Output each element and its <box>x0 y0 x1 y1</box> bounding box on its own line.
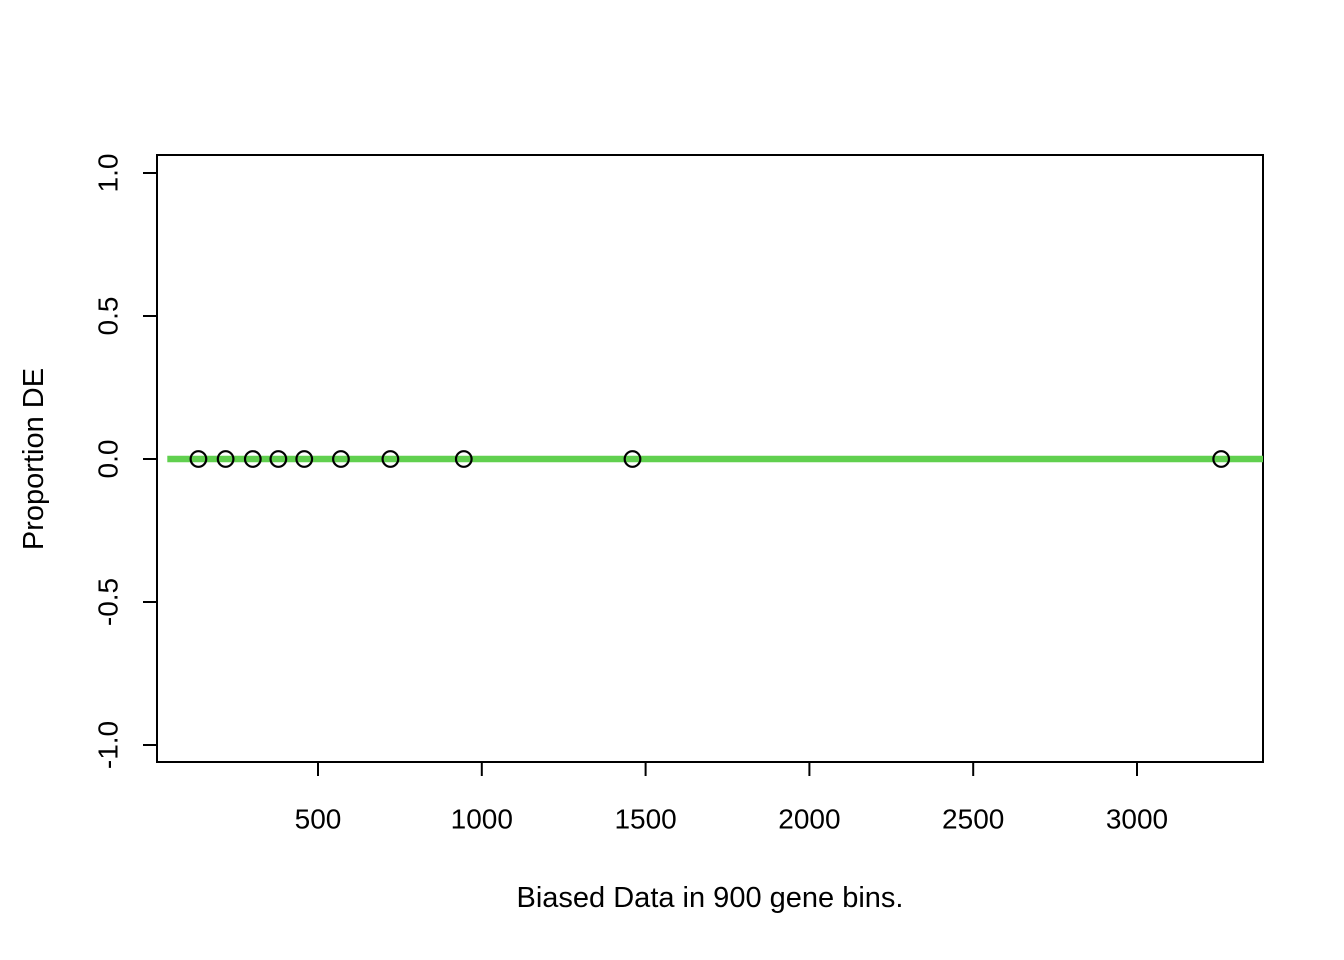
x-tick-label: 3000 <box>1106 804 1168 835</box>
x-tick-label: 2000 <box>778 804 840 835</box>
data-point <box>295 450 314 468</box>
y-tick-label: -0.5 <box>93 578 124 626</box>
x-axis: 500 1000 1500 2000 2500 3000 <box>295 762 1168 835</box>
y-tick-label: -1.0 <box>93 721 124 769</box>
x-tick-label: 1000 <box>451 804 513 835</box>
data-points <box>189 450 1231 468</box>
y-axis: 1.0 0.5 0.0 -0.5 -1.0 <box>93 154 157 769</box>
data-point <box>381 450 400 468</box>
data-point <box>623 450 642 468</box>
data-point <box>454 450 473 468</box>
data-point <box>269 450 288 468</box>
y-tick-label: 1.0 <box>93 154 124 193</box>
data-point <box>189 450 208 468</box>
x-tick-label: 1500 <box>614 804 676 835</box>
data-point <box>1212 450 1231 468</box>
data-point <box>332 450 350 468</box>
x-axis-title: Biased Data in 900 gene bins. <box>517 882 904 914</box>
data-point <box>243 450 262 468</box>
data-point <box>216 450 235 468</box>
x-tick-label: 2500 <box>942 804 1004 835</box>
y-tick-label: 0.5 <box>93 297 124 336</box>
x-tick-label: 500 <box>295 804 342 835</box>
y-axis-title: Proportion DE <box>18 368 50 550</box>
y-tick-label: 0.0 <box>93 440 124 479</box>
